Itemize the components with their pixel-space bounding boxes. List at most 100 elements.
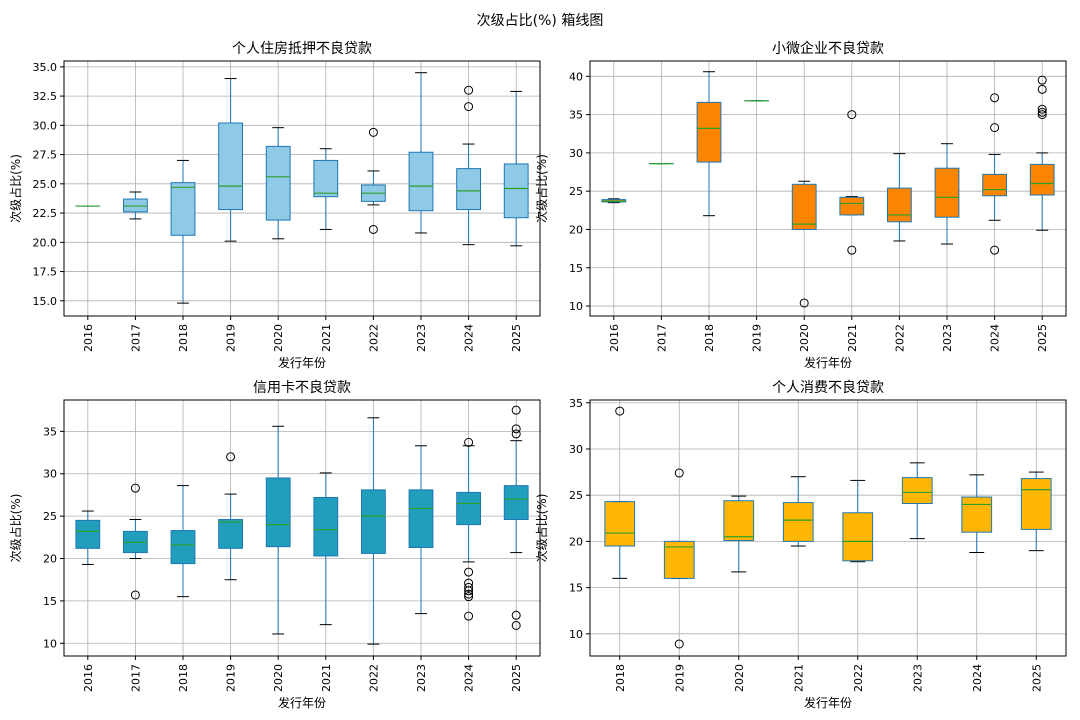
- box-2020: [265, 425, 291, 635]
- x-tick-label: 2020: [272, 664, 285, 692]
- outlier-point: [368, 127, 378, 137]
- box-2025: [503, 90, 529, 247]
- box-2018: [604, 406, 636, 579]
- x-tick-label: 2021: [320, 664, 333, 692]
- outlier-point: [464, 586, 474, 596]
- box-body: [1020, 478, 1052, 530]
- y-axis-label: 次级占比(%): [534, 494, 549, 563]
- box-2024: [456, 85, 482, 246]
- x-tick-label: 2017: [655, 324, 668, 352]
- box-2022: [361, 127, 386, 234]
- x-tick-label: 2025: [1036, 324, 1049, 352]
- box-body: [723, 500, 755, 541]
- box-2025: [1020, 471, 1052, 552]
- box-2023: [901, 462, 933, 540]
- outlier-point: [464, 102, 474, 112]
- chart-title: 个人消费不良贷款: [772, 380, 884, 396]
- box-2017: [123, 191, 148, 220]
- outlier-point: [464, 582, 474, 592]
- box-body: [839, 196, 865, 216]
- box-body: [265, 477, 291, 548]
- y-tick-label: 32.5: [33, 90, 58, 103]
- outlier-point: [1037, 107, 1047, 117]
- axes-frame: [589, 399, 1067, 657]
- outlier-point: [990, 245, 1000, 255]
- box-2024: [456, 437, 482, 621]
- y-tick-label: 27.5: [33, 149, 58, 162]
- x-tick-label: 2025: [1030, 664, 1043, 692]
- box-2023: [408, 445, 434, 615]
- x-axis-label: 发行年份: [804, 695, 852, 710]
- x-tick-label: 2025: [510, 324, 523, 352]
- box-2019: [663, 468, 695, 649]
- outlier-point: [464, 85, 474, 95]
- outlier-point: [990, 93, 1000, 103]
- box-body: [456, 491, 482, 526]
- box-body: [604, 501, 636, 547]
- outlier-point: [511, 429, 521, 439]
- x-tick-label: 2021: [792, 664, 805, 692]
- y-tick-label: 10: [569, 300, 583, 313]
- x-tick-label: 2019: [751, 324, 764, 352]
- outlier-point: [464, 437, 474, 447]
- outlier-point: [464, 567, 474, 577]
- box-2024: [961, 474, 993, 553]
- box-2020: [791, 180, 817, 308]
- y-tick-label: 20: [569, 535, 583, 548]
- chart-title: 小微企业不良贷款: [772, 40, 884, 57]
- box-body: [1029, 163, 1055, 196]
- box-body: [218, 122, 243, 211]
- x-tick-label: 2022: [367, 664, 380, 692]
- y-tick-label: 17.5: [33, 266, 58, 279]
- x-axis-label: 发行年份: [278, 695, 326, 710]
- x-tick-label: 2018: [177, 324, 190, 352]
- box-2025: [1029, 75, 1055, 231]
- box-body: [265, 145, 291, 221]
- outlier-point: [847, 245, 857, 255]
- x-tick-label: 2019: [225, 324, 238, 352]
- x-tick-label: 2020: [733, 664, 746, 692]
- x-tick-label: 2021: [320, 324, 333, 352]
- box-body: [75, 519, 101, 549]
- box-body: [408, 489, 434, 548]
- box-body: [313, 496, 339, 557]
- chart-panel-1: 15.0 17.5 20.0 22.5 25.0 27.5 30.0 32.5 35.0 2016…: [8, 41, 541, 370]
- outlier-point: [1037, 110, 1047, 120]
- outlier-point: [130, 590, 140, 600]
- chart-title: 个人住房抵押不良贷款: [232, 41, 372, 57]
- box-2025: [503, 405, 529, 630]
- axes-frame: [589, 60, 1067, 317]
- box-body: [842, 512, 874, 562]
- y-tick-label: 30: [569, 147, 583, 160]
- outlier-point: [368, 224, 378, 234]
- box-body: [313, 159, 339, 198]
- box-body: [170, 530, 196, 565]
- outlier-point: [1037, 75, 1047, 85]
- outlier-point: [511, 620, 521, 630]
- chart-title: 信用卡不良贷款: [253, 380, 351, 396]
- y-tick-label: 10: [569, 628, 583, 641]
- x-tick-label: 2016: [82, 664, 95, 692]
- box-2024: [982, 93, 1008, 255]
- outlier-point: [464, 611, 474, 621]
- y-tick-label: 20.0: [33, 236, 58, 249]
- x-tick-label: 2020: [272, 324, 285, 352]
- box-2022: [887, 153, 912, 242]
- box-2021: [313, 148, 339, 230]
- box-2022: [842, 479, 874, 563]
- x-axis-label: 发行年份: [804, 355, 852, 370]
- y-tick-label: 25: [43, 510, 57, 523]
- box-2023: [934, 143, 960, 245]
- x-tick-label: 2023: [941, 324, 954, 352]
- outlier-point: [674, 639, 684, 649]
- y-tick-label: 30.0: [33, 119, 58, 132]
- outlier-point: [799, 298, 809, 308]
- x-tick-label: 2018: [614, 664, 627, 692]
- box-body: [791, 183, 817, 230]
- box-2016: [601, 198, 627, 204]
- outlier-point: [847, 110, 857, 120]
